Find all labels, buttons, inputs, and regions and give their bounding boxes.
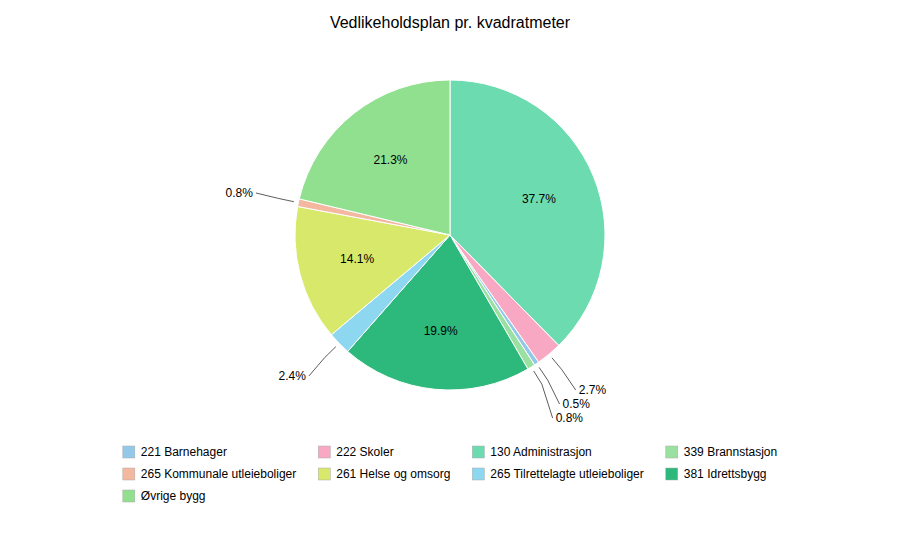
data-label: 37.7% [522, 192, 556, 206]
title: Vedlikeholdsplan pr. kvadratmeter [330, 14, 571, 31]
data-label: 0.8% [556, 411, 584, 425]
legend-item: 265 Kommunale utleieboliger [123, 467, 296, 481]
legend-label: 130 Administrasjon [490, 445, 591, 459]
legend-item: Øvrige bygg [123, 489, 206, 503]
legend-swatch [318, 446, 330, 458]
chart: Vedlikeholdsplan pr. kvadratmeter 37.7% 19… [0, 0, 900, 550]
legend-item: 222 Skoler [318, 445, 393, 459]
legend-label: 265 Kommunale utleieboliger [141, 467, 296, 481]
leader-line [534, 371, 553, 418]
data-label: 21.3% [373, 153, 407, 167]
legend-swatch [472, 468, 484, 480]
legend-label: 339 Brannstasjon [684, 445, 777, 459]
leader-line [309, 347, 336, 376]
legend-label: 221 Barnehager [141, 445, 227, 459]
data-label: 2.4% [279, 369, 307, 383]
legend-item: 221 Barnehager [123, 445, 227, 459]
legend-swatch [472, 446, 484, 458]
legend-item: 130 Administrasjon [472, 445, 591, 459]
legend-swatch [666, 468, 678, 480]
legend-swatch [666, 446, 678, 458]
legend: 221 Barnehager 222 Skoler 130 Administrasj… [123, 445, 777, 503]
legend-item: 261 Helse og omsorg [318, 467, 450, 481]
data-label: 19.9% [424, 324, 458, 338]
leader-line [256, 193, 294, 202]
legend-label: 261 Helse og omsorg [336, 467, 450, 481]
legend-label: 222 Skoler [336, 445, 393, 459]
data-label: 2.7% [579, 383, 607, 397]
legend-label: Øvrige bygg [141, 489, 206, 503]
legend-item: 381 Idrettsbygg [666, 467, 767, 481]
pie: 37.7%19.9%14.1%21.3%2.7%0.5%0.8%2.4%0.8% [226, 80, 607, 425]
data-label: 0.8% [226, 186, 254, 200]
slices [295, 80, 605, 390]
leader-line [552, 358, 576, 390]
legend-label: 265 Tilrettelagte utleieboliger [490, 467, 643, 481]
legend-swatch [318, 468, 330, 480]
legend-swatch [123, 446, 135, 458]
data-label: 0.5% [563, 397, 591, 411]
data-labels: 37.7%19.9%14.1%21.3%2.7%0.5%0.8%2.4%0.8% [226, 153, 607, 425]
data-label: 14.1% [340, 252, 374, 266]
slice [299, 80, 450, 235]
legend-item: 265 Tilrettelagte utleieboliger [472, 467, 643, 481]
legend-item: 339 Brannstasjon [666, 445, 777, 459]
legend-swatch [123, 468, 135, 480]
legend-label: 381 Idrettsbygg [684, 467, 767, 481]
legend-swatch [123, 490, 135, 502]
